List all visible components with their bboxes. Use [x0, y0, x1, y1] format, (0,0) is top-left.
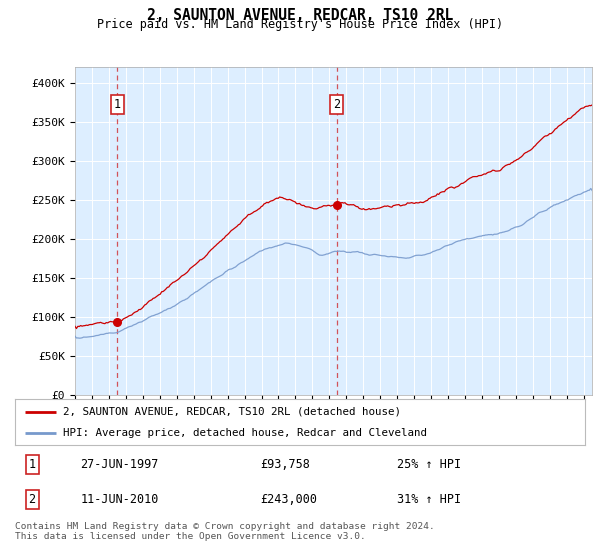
Text: Price paid vs. HM Land Registry's House Price Index (HPI): Price paid vs. HM Land Registry's House …: [97, 18, 503, 31]
Text: 2: 2: [333, 98, 340, 111]
Text: 2: 2: [29, 493, 35, 506]
Text: 27-JUN-1997: 27-JUN-1997: [80, 458, 159, 470]
Text: £93,758: £93,758: [260, 458, 310, 470]
Text: 1: 1: [29, 458, 35, 470]
Text: 25% ↑ HPI: 25% ↑ HPI: [397, 458, 461, 470]
Text: 1: 1: [113, 98, 121, 111]
Text: 2, SAUNTON AVENUE, REDCAR, TS10 2RL: 2, SAUNTON AVENUE, REDCAR, TS10 2RL: [147, 8, 453, 23]
Text: Contains HM Land Registry data © Crown copyright and database right 2024.
This d: Contains HM Land Registry data © Crown c…: [15, 522, 435, 542]
Text: 31% ↑ HPI: 31% ↑ HPI: [397, 493, 461, 506]
Text: £243,000: £243,000: [260, 493, 317, 506]
Text: HPI: Average price, detached house, Redcar and Cleveland: HPI: Average price, detached house, Redc…: [64, 428, 427, 438]
Text: 2, SAUNTON AVENUE, REDCAR, TS10 2RL (detached house): 2, SAUNTON AVENUE, REDCAR, TS10 2RL (det…: [64, 407, 401, 417]
Text: 11-JUN-2010: 11-JUN-2010: [80, 493, 159, 506]
